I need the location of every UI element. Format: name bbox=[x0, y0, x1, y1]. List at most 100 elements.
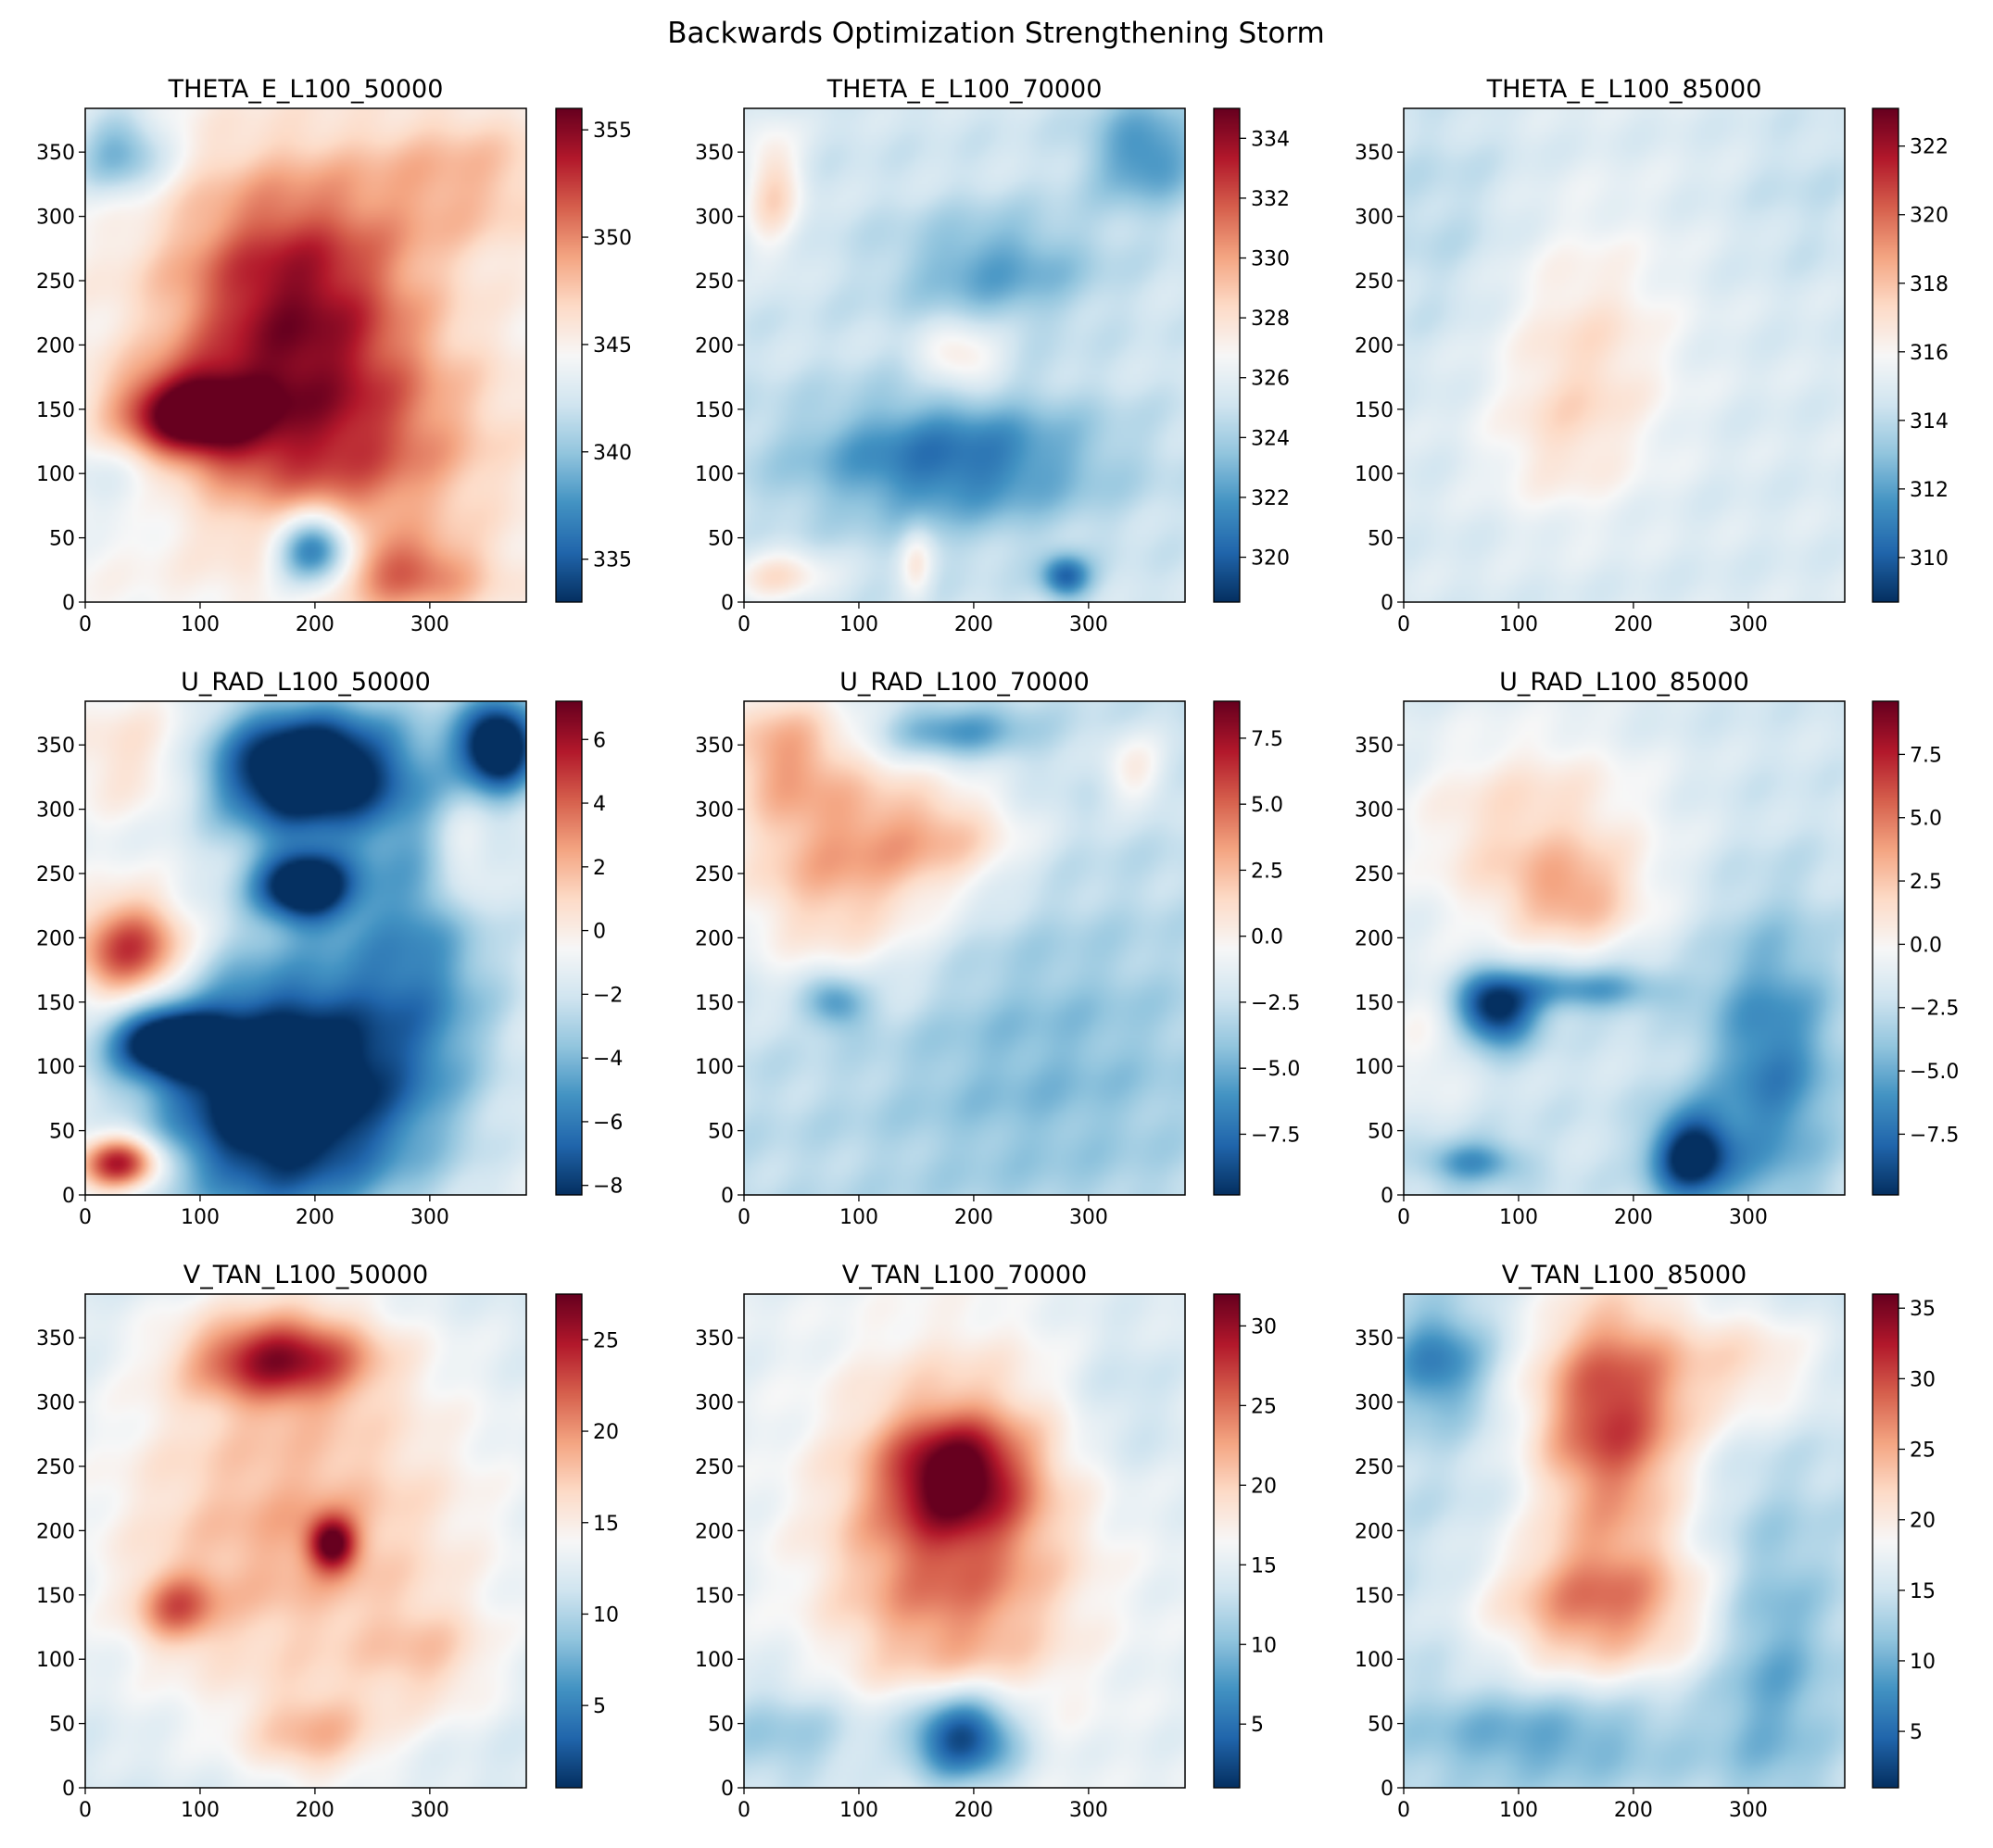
y-tick-label: 50 bbox=[49, 528, 75, 551]
colorbar-tick-label: 20 bbox=[1251, 1475, 1277, 1498]
y-tick-label: 100 bbox=[695, 1056, 734, 1079]
x-tick-label: 300 bbox=[410, 1206, 449, 1229]
colorbar-tick-label: 340 bbox=[593, 442, 632, 465]
heatmap-image bbox=[744, 108, 1185, 602]
y-tick-label: 200 bbox=[1355, 1520, 1394, 1543]
colorbar-tick-label: 15 bbox=[1251, 1554, 1277, 1578]
colorbar bbox=[556, 1294, 582, 1788]
y-tick-label: 100 bbox=[1355, 1649, 1394, 1672]
axes-frame bbox=[743, 700, 1186, 1196]
axes-frame bbox=[1403, 700, 1846, 1196]
colorbar-tick-label: 30 bbox=[1251, 1315, 1277, 1339]
x-tick-label: 0 bbox=[1397, 613, 1410, 636]
y-tick-label: 0 bbox=[721, 1778, 734, 1801]
y-tick-label: 250 bbox=[1355, 1456, 1394, 1479]
y-tick-label: 150 bbox=[36, 1585, 75, 1608]
panel-8: V_TAN_L100_85000 0 100 200 300 0 50 100 150 200 25… bbox=[1355, 1261, 1936, 1822]
panel-title: U_RAD_L100_70000 bbox=[839, 668, 1090, 697]
colorbar-tick-label: 316 bbox=[1910, 342, 1949, 365]
axes-frame bbox=[1403, 1293, 1846, 1789]
axes-frame bbox=[1403, 107, 1846, 603]
panel-title: V_TAN_L100_70000 bbox=[842, 1261, 1088, 1289]
colorbar-tick-label: 5.0 bbox=[1910, 808, 1942, 831]
colorbar-tick-label: 5.0 bbox=[1251, 794, 1283, 817]
colorbar-tick-label: 30 bbox=[1910, 1368, 1936, 1391]
y-tick-label: 50 bbox=[49, 1714, 75, 1737]
y-tick-label: 100 bbox=[36, 1649, 75, 1672]
y-tick-label: 200 bbox=[1355, 927, 1394, 950]
colorbar-tick-label: 330 bbox=[1251, 248, 1290, 271]
y-tick-label: 300 bbox=[695, 1392, 734, 1415]
y-tick-label: 0 bbox=[62, 1778, 75, 1801]
colorbar bbox=[556, 108, 582, 602]
colorbar-tick-label: 15 bbox=[1910, 1580, 1936, 1603]
colorbar-frame bbox=[1213, 1293, 1241, 1789]
colorbar-tick-label: 326 bbox=[1251, 368, 1290, 391]
axes-frame bbox=[743, 1293, 1186, 1789]
panel-0: THETA_E_L100_50000 0 100 200 300 0 50 100 150 200… bbox=[36, 75, 632, 636]
x-tick-label: 300 bbox=[1069, 1799, 1108, 1822]
colorbar-frame bbox=[1213, 107, 1241, 603]
colorbar-tick-label: 20 bbox=[593, 1421, 619, 1444]
colorbar-tick-label: 5 bbox=[593, 1695, 606, 1718]
panel-1: THETA_E_L100_70000 0 100 200 300 0 50 100 150 200… bbox=[695, 75, 1290, 636]
colorbar-tick-label: 2 bbox=[593, 857, 606, 880]
y-tick-label: 50 bbox=[708, 1714, 734, 1737]
y-tick-label: 350 bbox=[1355, 1327, 1394, 1351]
colorbar-tick-label: 25 bbox=[593, 1329, 619, 1352]
colorbar-tick-label: −6 bbox=[593, 1112, 623, 1135]
x-tick-label: 200 bbox=[1614, 1206, 1653, 1229]
y-tick-label: 0 bbox=[1381, 1778, 1394, 1801]
y-tick-label: 250 bbox=[695, 863, 734, 886]
x-tick-label: 200 bbox=[954, 1799, 993, 1822]
colorbar bbox=[1873, 701, 1898, 1195]
y-tick-label: 350 bbox=[36, 1327, 75, 1351]
y-tick-label: 50 bbox=[708, 1121, 734, 1144]
colorbar-frame bbox=[555, 700, 583, 1196]
y-tick-label: 350 bbox=[1355, 142, 1394, 165]
x-tick-label: 100 bbox=[839, 1799, 878, 1822]
y-tick-label: 250 bbox=[695, 1456, 734, 1479]
y-tick-label: 100 bbox=[36, 1056, 75, 1079]
x-tick-label: 0 bbox=[1397, 1799, 1410, 1822]
panel-6: V_TAN_L100_50000 0 100 200 300 0 50 100 150 200 25… bbox=[36, 1261, 619, 1822]
y-tick-label: 200 bbox=[1355, 334, 1394, 358]
y-tick-label: 50 bbox=[1368, 1714, 1394, 1737]
colorbar-tick-label: 7.5 bbox=[1910, 744, 1942, 767]
y-tick-label: 50 bbox=[49, 1121, 75, 1144]
colorbar bbox=[1873, 1294, 1898, 1788]
colorbar-tick-label: −5.0 bbox=[1251, 1058, 1300, 1081]
y-tick-label: 250 bbox=[36, 1456, 75, 1479]
x-tick-label: 200 bbox=[954, 1206, 993, 1229]
colorbar-tick-label: −2.5 bbox=[1251, 992, 1300, 1015]
x-tick-label: 0 bbox=[738, 1206, 751, 1229]
y-tick-label: 200 bbox=[695, 927, 734, 950]
colorbar-tick-label: 5 bbox=[1251, 1714, 1264, 1737]
axes-frame bbox=[743, 107, 1186, 603]
y-tick-label: 150 bbox=[36, 992, 75, 1015]
x-tick-label: 200 bbox=[296, 1206, 334, 1229]
x-tick-label: 200 bbox=[296, 1799, 334, 1822]
x-tick-label: 200 bbox=[1614, 1799, 1653, 1822]
colorbar bbox=[1214, 1294, 1240, 1788]
colorbar bbox=[1214, 108, 1240, 602]
panel-3: U_RAD_L100_50000 0 100 200 300 0 50 100 150 200 25… bbox=[36, 668, 623, 1229]
colorbar-tick-label: 310 bbox=[1910, 547, 1949, 571]
x-tick-label: 0 bbox=[1397, 1206, 1410, 1229]
y-tick-label: 0 bbox=[721, 1185, 734, 1208]
y-tick-label: 350 bbox=[695, 142, 734, 165]
heatmap-image bbox=[85, 1294, 526, 1788]
x-tick-label: 100 bbox=[839, 1206, 878, 1229]
y-tick-label: 100 bbox=[1355, 463, 1394, 486]
heatmap-image bbox=[744, 701, 1185, 1195]
x-tick-label: 300 bbox=[410, 1799, 449, 1822]
colorbar-tick-label: 10 bbox=[1251, 1634, 1277, 1657]
y-tick-label: 0 bbox=[1381, 1185, 1394, 1208]
y-tick-label: 300 bbox=[36, 1392, 75, 1415]
colorbar-tick-label: 318 bbox=[1910, 273, 1949, 296]
y-tick-label: 350 bbox=[695, 735, 734, 758]
y-tick-label: 0 bbox=[62, 592, 75, 615]
colorbar-tick-label: 350 bbox=[593, 227, 632, 250]
colorbar-tick-label: 314 bbox=[1910, 410, 1949, 434]
